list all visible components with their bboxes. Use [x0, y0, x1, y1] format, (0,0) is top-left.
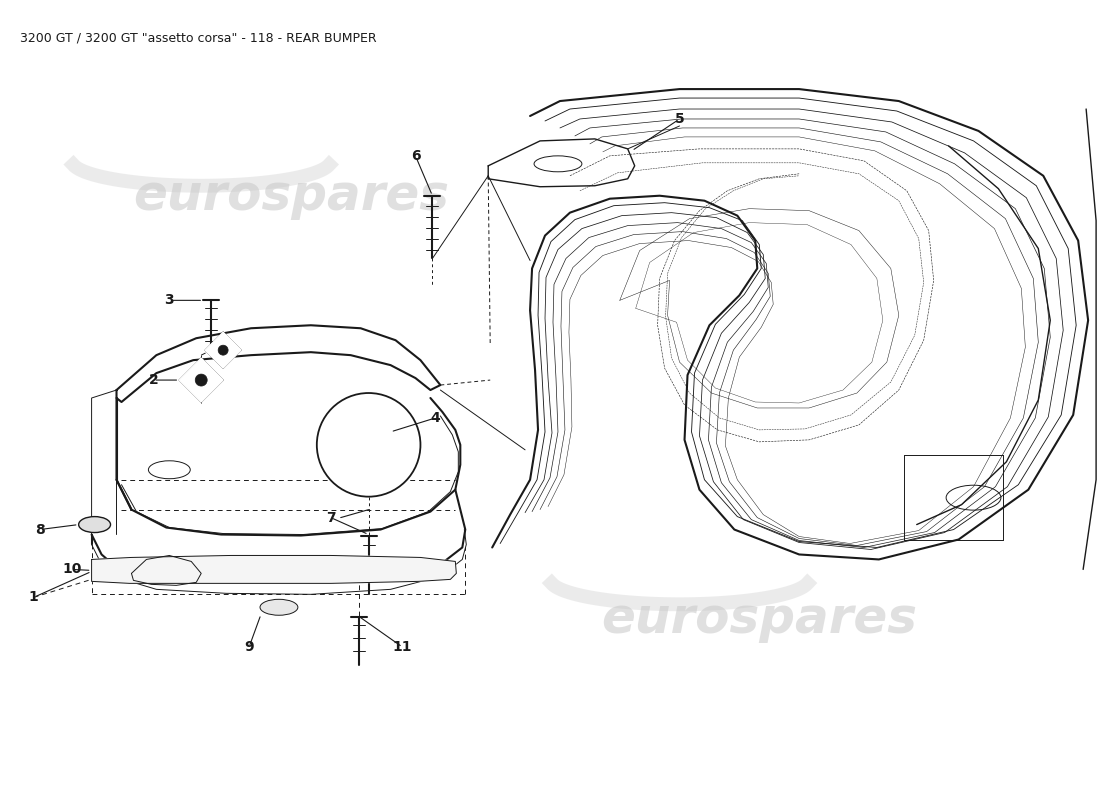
Text: 3: 3 — [165, 294, 174, 307]
Circle shape — [317, 393, 420, 497]
Text: 2: 2 — [148, 373, 158, 387]
Text: 10: 10 — [62, 562, 81, 577]
Circle shape — [218, 345, 228, 355]
Text: eurospares: eurospares — [602, 595, 917, 643]
Ellipse shape — [260, 599, 298, 615]
Polygon shape — [206, 332, 241, 368]
Text: 9: 9 — [244, 640, 254, 654]
Text: 6: 6 — [410, 149, 420, 163]
Text: 5: 5 — [674, 112, 684, 126]
Text: 4: 4 — [430, 411, 440, 425]
Text: 1: 1 — [29, 590, 38, 604]
Circle shape — [195, 374, 207, 386]
Text: 3200 GT / 3200 GT "assetto corsa" - 118 - REAR BUMPER: 3200 GT / 3200 GT "assetto corsa" - 118 … — [20, 31, 376, 44]
Ellipse shape — [78, 517, 110, 533]
Text: eurospares: eurospares — [133, 172, 449, 220]
Text: 8: 8 — [35, 522, 45, 537]
Polygon shape — [91, 555, 456, 583]
Text: 11: 11 — [393, 640, 412, 654]
Polygon shape — [179, 358, 223, 402]
Text: 7: 7 — [326, 510, 336, 525]
